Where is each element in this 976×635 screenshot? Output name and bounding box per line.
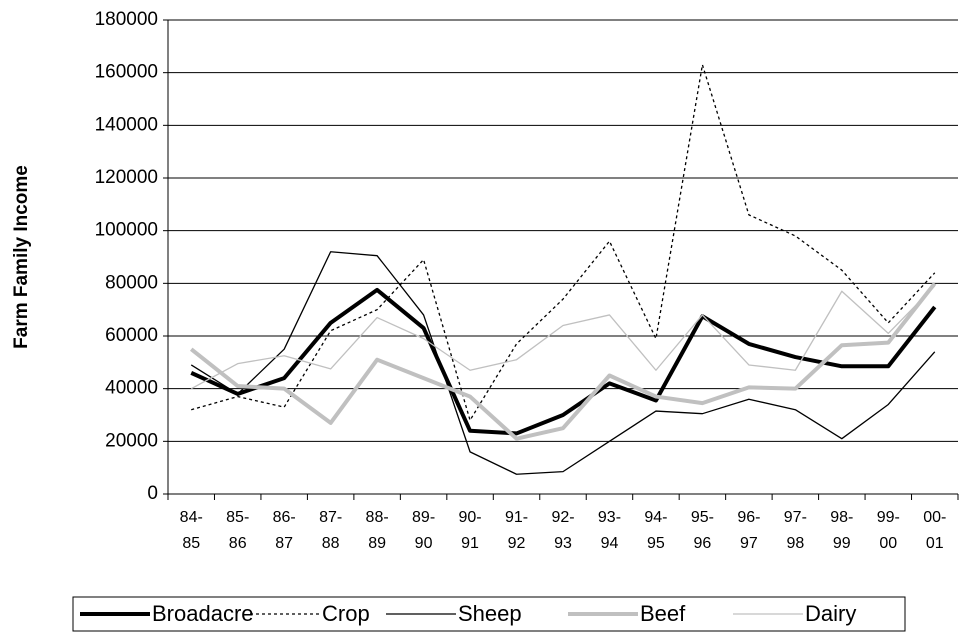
x-tick-label: 92-93 — [551, 509, 575, 552]
y-tick-label: 60000 — [105, 325, 158, 346]
legend-label: Broadacre — [152, 601, 254, 626]
x-tick-label: 89-90 — [412, 509, 436, 552]
x-tick-label: 97-98 — [783, 509, 807, 552]
y-axis-title: Farm Family Income — [11, 165, 32, 349]
x-tick-label: 99-00 — [876, 509, 900, 552]
legend-label: Beef — [640, 601, 686, 626]
series-line — [191, 64, 936, 421]
x-tick-label: 90-91 — [458, 509, 482, 552]
x-tick-label: 87-88 — [319, 509, 343, 552]
series-line — [189, 282, 937, 441]
x-tick-label: 00-01 — [923, 509, 947, 552]
legend-label: Sheep — [458, 601, 522, 626]
x-tick-label: 86-87 — [272, 509, 296, 552]
y-tick-label: 80000 — [105, 272, 158, 293]
series-line — [190, 285, 936, 390]
x-tick-label: 98-99 — [830, 509, 854, 552]
x-tick-label: 95-96 — [690, 509, 714, 552]
x-tick-label: 96-97 — [737, 509, 761, 552]
series-line — [190, 287, 937, 436]
y-tick-label: 100000 — [95, 220, 158, 241]
y-tick-label: 140000 — [95, 114, 158, 135]
x-tick-label: 91-92 — [504, 509, 529, 552]
x-tick-label: 85-86 — [226, 509, 250, 552]
series-line — [190, 251, 936, 475]
x-tick-label: 93-94 — [597, 509, 622, 552]
x-tick-label: 94-95 — [644, 509, 668, 552]
legend-box — [72, 596, 906, 632]
x-tick-label: 84-85 — [179, 509, 203, 552]
legend-label: Dairy — [805, 601, 856, 626]
legend-label: Crop — [322, 601, 370, 626]
x-tick-label: 88-89 — [365, 509, 389, 552]
y-tick-label: 20000 — [105, 430, 158, 451]
y-tick-label: 180000 — [95, 9, 158, 30]
y-tick-label: 40000 — [105, 378, 158, 399]
y-tick-label: 0 — [147, 483, 158, 504]
y-tick-label: 120000 — [95, 167, 158, 188]
y-tick-label: 160000 — [95, 62, 158, 83]
